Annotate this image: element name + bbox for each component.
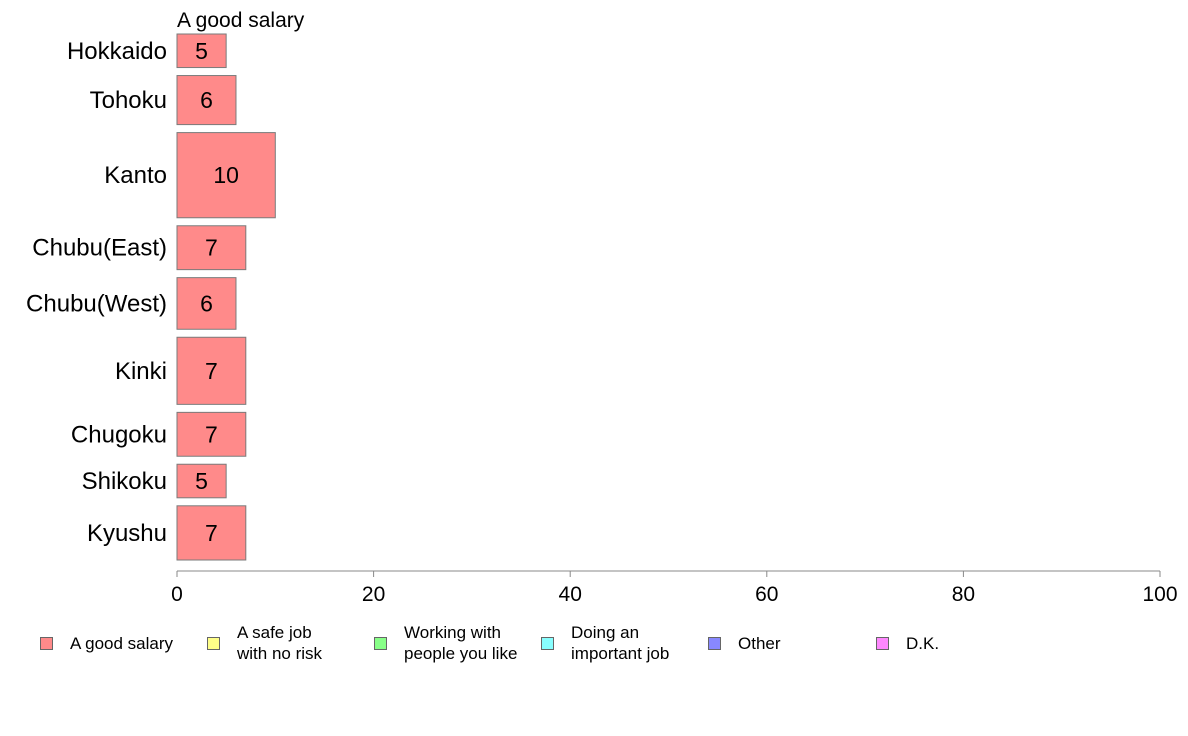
bar — [176, 463, 227, 499]
bar-value-label: 10 — [213, 162, 239, 188]
legend-swatch — [40, 636, 53, 650]
bar — [176, 75, 237, 126]
category-label: Chubu(East) — [32, 235, 167, 262]
bar-chart: A good salary 5 Hokkaido 6 Tohoku 10 Kanto 7 Chu… — [26, 9, 1177, 606]
legend-item-a-safe-job: A safe job with no risk — [207, 618, 322, 668]
legend: A good salary A safe job with no risk Wo… — [0, 618, 1188, 668]
category-label: Chubu(West) — [26, 290, 167, 317]
x-tick-label: 100 — [1142, 583, 1177, 606]
category-label: Kinki — [115, 358, 167, 385]
bar — [176, 505, 247, 561]
bar-value-label: 6 — [200, 290, 213, 316]
category-label: Hokkaido — [67, 38, 167, 65]
category-label: Chugoku — [71, 421, 167, 448]
bar-value-label: 5 — [195, 468, 208, 494]
legend-swatch — [207, 636, 220, 650]
bar — [176, 132, 276, 219]
legend-item-working-with-people: Working with people you like — [374, 618, 517, 668]
legend-item-other: Other — [708, 618, 781, 668]
x-tick-label: 0 — [171, 583, 183, 606]
legend-item-doing-important-job: Doing an important job — [541, 618, 669, 668]
x-tick-label: 20 — [362, 583, 385, 606]
bar-value-label: 7 — [205, 520, 218, 546]
legend-label: Doing an important job — [571, 623, 670, 663]
bar-value-label: 7 — [205, 235, 218, 261]
bar-value-label: 7 — [205, 421, 218, 447]
x-tick-label: 40 — [559, 583, 582, 606]
legend-label: D.K. — [906, 633, 940, 653]
chart-title: A good salary — [177, 9, 305, 32]
legend-label: A safe job with no risk — [237, 623, 323, 663]
legend-swatch — [708, 636, 721, 650]
legend-label: Other — [738, 633, 781, 653]
x-tick-label: 60 — [755, 583, 778, 606]
legend-swatch — [876, 636, 889, 650]
category-label: Kanto — [104, 162, 167, 189]
bar — [176, 336, 247, 405]
bar — [176, 277, 237, 330]
bar — [176, 411, 247, 457]
legend-item-a-good-salary: A good salary — [40, 618, 173, 668]
category-label: Shikoku — [82, 468, 167, 495]
bar — [176, 33, 227, 69]
category-label: Tohoku — [90, 87, 167, 114]
legend-label: Working with people you like — [404, 623, 518, 663]
legend-swatch — [374, 636, 387, 650]
legend-swatch — [541, 636, 554, 650]
bar-value-label: 7 — [205, 358, 218, 384]
bar-value-label: 5 — [195, 38, 208, 64]
x-tick-label: 80 — [952, 583, 975, 606]
bar-value-label: 6 — [200, 87, 213, 113]
legend-item-dk: D.K. — [876, 618, 939, 668]
legend-label: A good salary — [70, 633, 174, 653]
bar — [176, 225, 247, 271]
category-label: Kyushu — [87, 520, 167, 547]
